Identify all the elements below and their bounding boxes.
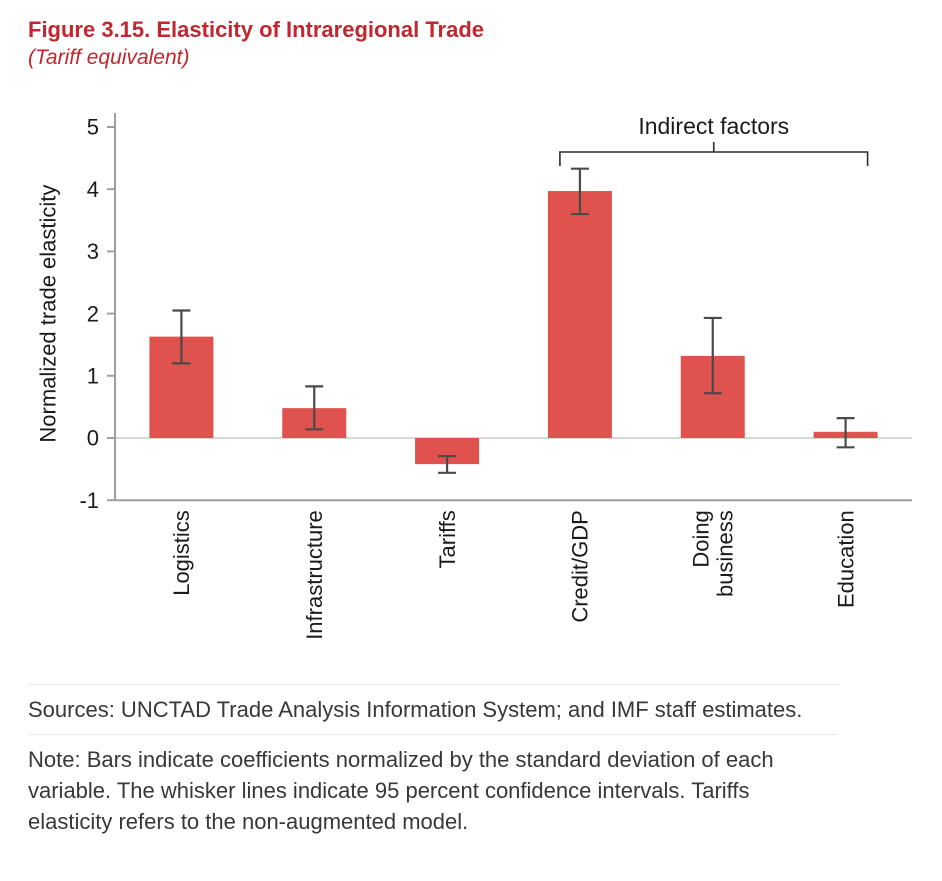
- category-label-credit-gdp: Credit/GDP: [568, 510, 593, 622]
- y-tick-label: 2: [87, 301, 99, 326]
- category-label-logistics: Logistics: [169, 510, 194, 596]
- y-tick-label: -1: [79, 488, 99, 513]
- y-tick-label: 4: [87, 177, 99, 202]
- category-label-doing-business: business: [712, 510, 737, 597]
- chart-svg: 5 4 3 2 1 0 -1 Normalized trade elasticity Logis…: [36, 113, 912, 640]
- bar-chart: 5 4 3 2 1 0 -1 Normalized trade elasticity Logis…: [28, 88, 914, 676]
- y-tick-label: 5: [87, 115, 99, 140]
- category-label-infrastructure: Infrastructure: [302, 510, 327, 640]
- category-label-doing-business: Doing: [688, 510, 713, 567]
- annotation-label: Indirect factors: [638, 113, 789, 139]
- y-tick-label: 1: [87, 364, 99, 389]
- figure-title: Figure 3.15. Elasticity of Intraregional…: [28, 17, 485, 42]
- y-tick-label: 3: [87, 239, 99, 264]
- category-label-education: Education: [833, 510, 858, 608]
- bar-credit-gdp: [547, 191, 612, 438]
- y-tick-label: 0: [87, 426, 99, 451]
- sources-text: Sources: UNCTAD Trade Analysis Informati…: [28, 684, 838, 725]
- category-label-tariffs: Tariffs: [435, 510, 460, 568]
- figure-subtitle: (Tariff equivalent): [28, 46, 190, 69]
- note-text: Note: Bars indicate coefficients normali…: [28, 734, 838, 837]
- y-axis-title: Normalized trade elasticity: [36, 185, 61, 443]
- figure-footer: Sources: UNCTAD Trade Analysis Informati…: [28, 684, 914, 837]
- annotation-bracket: [559, 151, 869, 166]
